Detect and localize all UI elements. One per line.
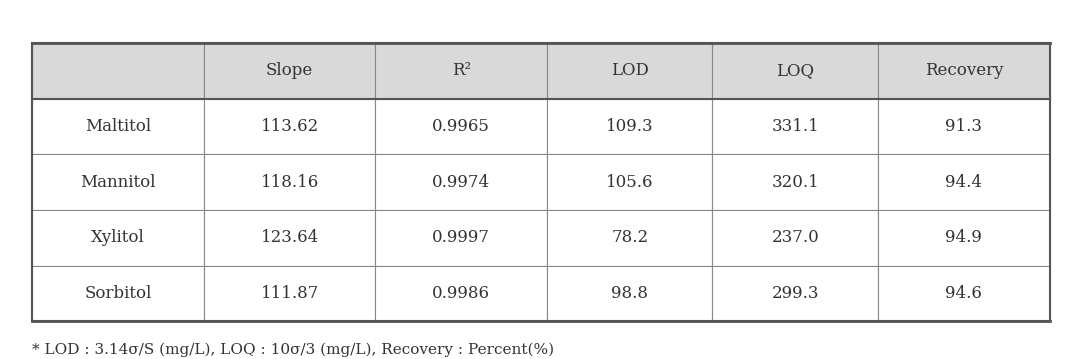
Text: LOD: LOD: [610, 62, 648, 79]
Text: 113.62: 113.62: [261, 118, 319, 135]
Text: * LOD : 3.14σ/S (mg/L), LOQ : 10σ/3 (mg/L), Recovery : Percent(%): * LOD : 3.14σ/S (mg/L), LOQ : 10σ/3 (mg/…: [32, 343, 555, 357]
Text: 105.6: 105.6: [606, 174, 654, 191]
Text: Recovery: Recovery: [924, 62, 1003, 79]
Text: 94.6: 94.6: [946, 285, 982, 302]
Text: 320.1: 320.1: [771, 174, 819, 191]
Text: 94.4: 94.4: [946, 174, 982, 191]
Text: Xylitol: Xylitol: [91, 229, 145, 246]
Text: LOQ: LOQ: [776, 62, 815, 79]
Text: 237.0: 237.0: [771, 229, 819, 246]
Text: R²: R²: [451, 62, 471, 79]
Text: 94.9: 94.9: [946, 229, 982, 246]
Text: 299.3: 299.3: [771, 285, 819, 302]
Text: 91.3: 91.3: [946, 118, 982, 135]
Text: 98.8: 98.8: [611, 285, 648, 302]
Text: 331.1: 331.1: [771, 118, 819, 135]
Text: 109.3: 109.3: [606, 118, 654, 135]
Text: Sorbitol: Sorbitol: [84, 285, 151, 302]
Text: 118.16: 118.16: [261, 174, 319, 191]
Text: 0.9965: 0.9965: [432, 118, 490, 135]
Text: 0.9997: 0.9997: [432, 229, 490, 246]
Text: 0.9986: 0.9986: [432, 285, 490, 302]
Text: Maltitol: Maltitol: [85, 118, 151, 135]
Text: 78.2: 78.2: [611, 229, 648, 246]
Text: 0.9974: 0.9974: [432, 174, 490, 191]
Text: 123.64: 123.64: [261, 229, 319, 246]
Text: 111.87: 111.87: [261, 285, 319, 302]
Text: Mannitol: Mannitol: [80, 174, 156, 191]
Text: Slope: Slope: [266, 62, 314, 79]
